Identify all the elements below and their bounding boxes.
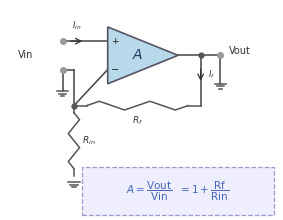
Text: $R_f$: $R_f$ xyxy=(132,114,143,127)
Text: A: A xyxy=(132,48,142,62)
Polygon shape xyxy=(108,27,178,84)
Text: −: − xyxy=(111,64,119,75)
Text: $A = \dfrac{\mathrm{Vout}}{\mathrm{Vin}}\ \ = 1+\dfrac{\mathrm{Rf}}{\mathrm{Rin}: $A = \dfrac{\mathrm{Vout}}{\mathrm{Vin}}… xyxy=(127,179,230,203)
Text: Vout: Vout xyxy=(229,46,251,56)
Text: $R_{in}$: $R_{in}$ xyxy=(82,134,96,147)
Text: $I_f$: $I_f$ xyxy=(208,69,215,81)
Text: +: + xyxy=(111,37,119,46)
Text: $I_{in}$: $I_{in}$ xyxy=(72,20,82,32)
FancyBboxPatch shape xyxy=(82,167,274,215)
Text: Vin: Vin xyxy=(18,50,33,60)
